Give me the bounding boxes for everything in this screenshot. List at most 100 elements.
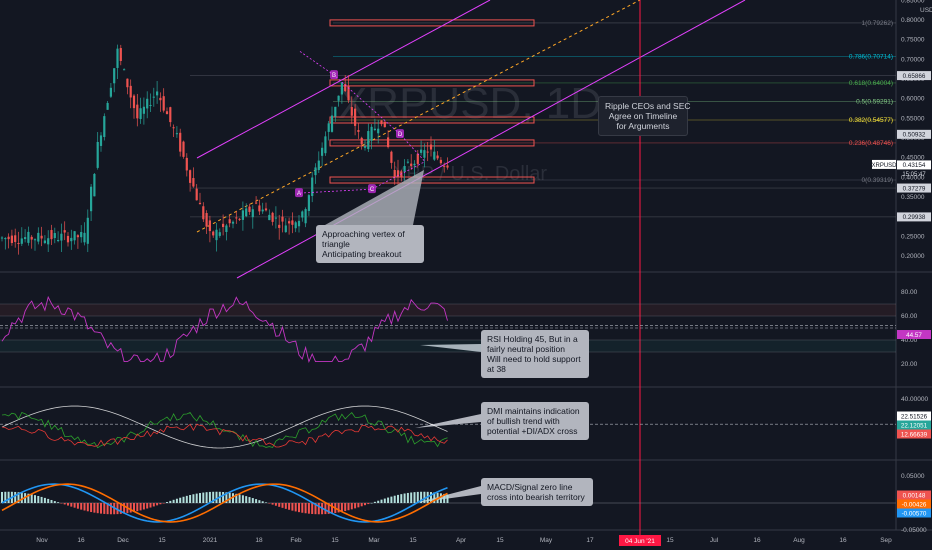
time-axis-label: May	[540, 537, 553, 544]
macd-histogram-bar	[400, 494, 403, 503]
macd-histogram-bar	[251, 498, 254, 503]
macd-histogram-bar	[393, 495, 396, 503]
candle-body	[136, 104, 139, 119]
macd-histogram-bar	[232, 493, 234, 503]
candle-body	[245, 208, 248, 217]
time-axis-label: Jul	[710, 537, 719, 544]
candle-body	[311, 177, 314, 197]
macd-histogram-bar	[139, 503, 142, 511]
macd-histogram-bar	[360, 503, 363, 507]
candle-body	[238, 218, 241, 220]
candle-body	[248, 206, 251, 212]
candle-body	[291, 220, 294, 225]
triangle-annotation-line: Approaching vertex of	[322, 229, 405, 239]
macd-histogram-bar	[307, 503, 310, 514]
candle-body	[116, 48, 119, 68]
macd-histogram-bar	[357, 503, 360, 508]
candle-body	[139, 108, 142, 119]
candle-body	[436, 155, 439, 159]
macd-histogram-bar	[156, 503, 159, 506]
macd-histogram-bar	[278, 503, 281, 507]
price-tag-box	[897, 212, 931, 222]
macd-histogram-bar	[340, 503, 343, 512]
candle-body	[297, 220, 301, 227]
macd-histogram-bar	[67, 503, 69, 506]
candle-body	[169, 107, 172, 123]
price-axis-label: 0.25000	[901, 233, 925, 240]
candle-body	[126, 78, 129, 88]
macd-histogram-bar	[202, 492, 205, 503]
macd-histogram-bar	[14, 491, 17, 503]
macd-histogram-bar	[103, 503, 106, 514]
candle-body	[429, 144, 433, 150]
macd-value-tag-box	[897, 499, 931, 509]
candle-body	[344, 84, 347, 92]
price-axis-label: 0.20000	[901, 253, 925, 260]
macd-histogram-bar	[298, 503, 300, 513]
candle-body	[7, 236, 10, 240]
macd-histogram-bar	[142, 503, 145, 510]
candle-body	[103, 116, 106, 137]
macd-histogram-bar	[274, 503, 277, 506]
macd-histogram-bar	[304, 503, 307, 514]
candle-body	[175, 133, 178, 135]
macd-histogram-bar	[387, 497, 390, 503]
rsi-annotation[interactable]: RSI Holding 45, But in a fairly neutral …	[481, 330, 589, 378]
macd-histogram-bar	[76, 503, 79, 509]
candle-body	[142, 106, 145, 114]
candle-body	[426, 151, 429, 153]
dmi-annotation[interactable]: DMI maintains indication of bullish tren…	[481, 402, 589, 440]
macd-annotation[interactable]: MACD/Signal zero line cross into bearish…	[481, 478, 593, 506]
currency-label: USD	[920, 7, 932, 14]
price-axis-label: 0.35000	[901, 194, 925, 201]
ripple-annotation[interactable]: Ripple CEOs and SEC Agree on Timeline fo…	[598, 96, 691, 136]
candle-body	[235, 217, 238, 219]
price-tag-text: 0.65866	[903, 73, 926, 80]
candle-body	[159, 97, 162, 101]
time-axis-label: 16	[77, 537, 85, 544]
macd-histogram-bar	[162, 503, 165, 504]
macd-value-tag-text: 0.00148	[903, 492, 926, 499]
candle-body	[340, 82, 343, 95]
macd-histogram-bar	[109, 503, 112, 515]
macd-histogram-bar	[413, 492, 416, 503]
symbol-tag-box	[872, 159, 896, 169]
time-axis-label: 17	[586, 537, 594, 544]
candle-body	[330, 115, 334, 132]
candle-body	[96, 141, 99, 168]
candle-body	[4, 238, 7, 240]
channel-lower-line	[236, 0, 746, 279]
macd-histogram-bar	[50, 499, 53, 503]
macd-histogram-bar	[245, 496, 248, 503]
macd-histogram-bar	[116, 503, 119, 515]
candle-body	[225, 225, 228, 232]
macd-histogram-bar	[301, 503, 304, 513]
candle-body	[241, 210, 244, 220]
candle-body	[40, 235, 43, 239]
candle-body	[17, 243, 20, 245]
candle-body	[347, 86, 350, 101]
candle-body	[390, 151, 393, 163]
triangle-annotation[interactable]: Approaching vertex of triangle Anticipat…	[316, 225, 424, 263]
candle-body	[251, 209, 254, 218]
macd-histogram-bar	[172, 499, 175, 503]
candle-body	[413, 163, 416, 166]
candle-body	[360, 137, 363, 145]
candle-body	[76, 235, 79, 238]
time-axis-label: 2021	[203, 537, 218, 544]
macd-histogram-bar	[136, 503, 139, 512]
macd-histogram-bar	[169, 500, 172, 503]
candle-body	[10, 235, 13, 243]
macd-histogram-bar	[288, 503, 291, 510]
candle-body	[255, 202, 258, 204]
macd-histogram-bar	[370, 502, 373, 504]
candle-body	[195, 188, 198, 201]
macd-axis-label: -0.05000	[901, 527, 927, 534]
rsi-axis-label: 40.00	[901, 337, 918, 344]
macd-histogram-bar	[90, 503, 93, 513]
triangle-upper-line	[299, 51, 426, 162]
candle-body	[24, 237, 27, 240]
candle-body	[231, 221, 235, 224]
candle-body	[264, 208, 268, 211]
